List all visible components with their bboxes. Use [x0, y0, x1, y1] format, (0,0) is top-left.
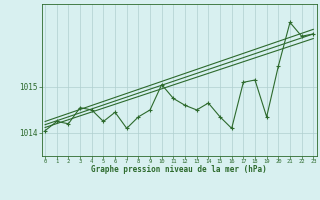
X-axis label: Graphe pression niveau de la mer (hPa): Graphe pression niveau de la mer (hPa)	[91, 165, 267, 174]
